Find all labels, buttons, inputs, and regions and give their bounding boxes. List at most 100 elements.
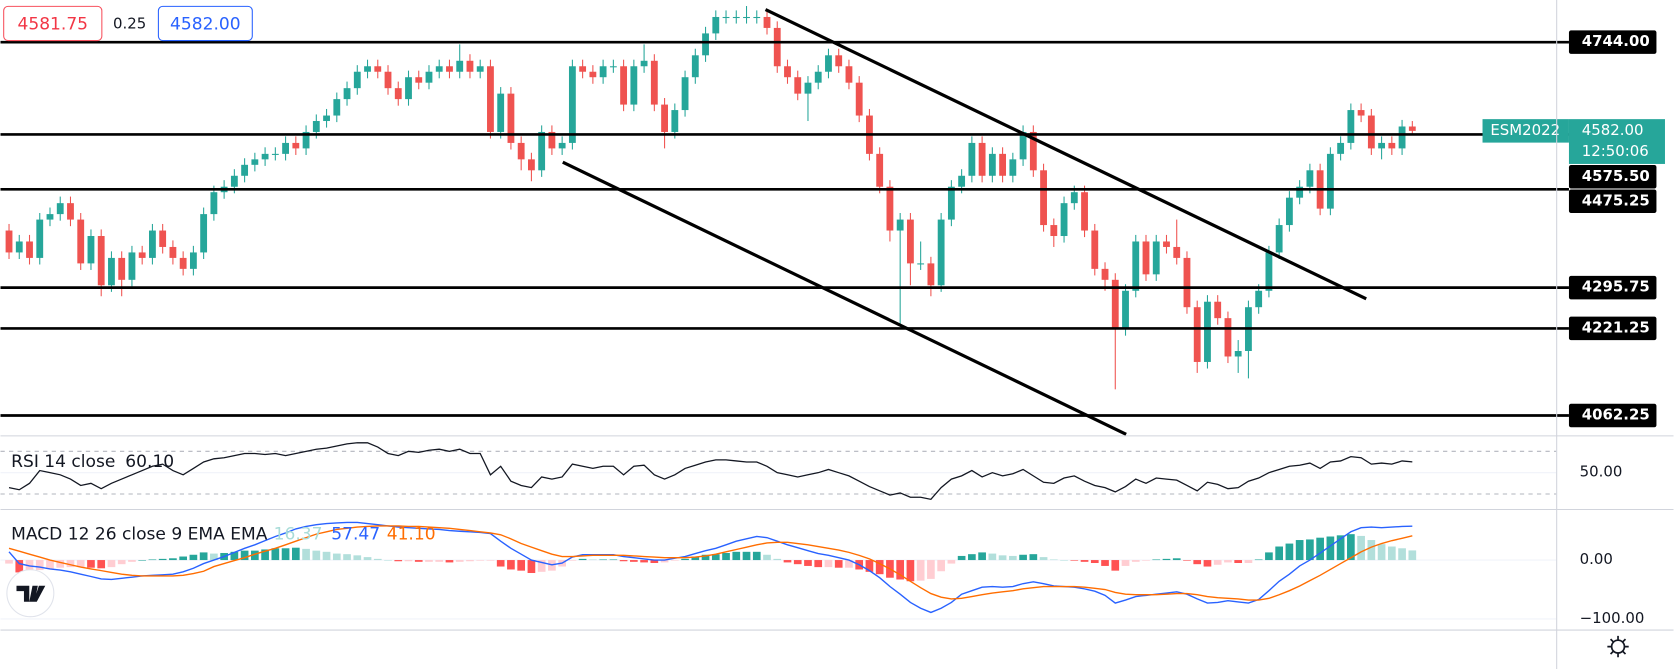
candle-body — [425, 71, 433, 83]
bid-box — [3, 5, 103, 42]
candle-body — [241, 164, 249, 176]
candle-body — [917, 263, 925, 265]
macd-histogram-bar — [179, 556, 187, 561]
macd-histogram-bar — [1213, 560, 1222, 565]
signal-line — [8, 525, 1413, 601]
candle-body — [26, 241, 33, 258]
candle-body — [538, 131, 546, 171]
macd-histogram-bar — [1336, 535, 1345, 561]
macd-histogram-bar — [1131, 560, 1140, 562]
candle-body — [517, 142, 525, 160]
level-label-box — [1568, 189, 1657, 214]
macd-histogram-bar — [630, 560, 638, 562]
macd-histogram-bar — [1357, 535, 1365, 561]
candle-body — [456, 60, 464, 72]
candle-body — [1275, 225, 1283, 253]
candle-body — [1183, 257, 1191, 308]
candle-body — [169, 246, 177, 258]
gear-teeth[interactable] — [1607, 635, 1629, 658]
candle-body — [487, 66, 494, 132]
macd-histogram-bar — [1111, 560, 1120, 571]
macd-histogram-bar — [937, 560, 945, 572]
candle-body — [15, 241, 23, 253]
overlay-layer: ESM2022 4582.00 12:50:06 4744.00 4575.50 4475… — [1482, 30, 1665, 428]
macd-histogram-bar — [1060, 560, 1068, 561]
candle-body — [333, 99, 341, 116]
macd-histogram-bar — [404, 560, 413, 562]
candle-body — [405, 77, 412, 100]
macd-histogram-bar — [742, 551, 751, 561]
candle-body — [855, 82, 863, 116]
macd-histogram-bar — [15, 560, 24, 573]
candle-body — [620, 66, 628, 105]
macd-histogram-bar — [752, 551, 761, 561]
candle-body — [1122, 290, 1129, 330]
candle-body — [446, 66, 453, 72]
candle-body — [271, 153, 279, 155]
candle-body — [435, 66, 443, 72]
macd-histogram-bar — [343, 554, 351, 561]
level-label: 4062.25 — [1582, 405, 1650, 423]
macd-histogram-bar — [988, 553, 997, 561]
macd-histogram-bar — [322, 551, 331, 561]
macd-histogram-bar — [1070, 560, 1079, 561]
candle-body — [77, 219, 85, 264]
candle-body — [1347, 110, 1355, 143]
candle-body — [67, 203, 74, 220]
marks-layer — [0, 6, 1569, 614]
macd-histogram-bar — [1008, 555, 1017, 561]
trend-line — [764, 8, 1367, 301]
candle-body — [1081, 192, 1088, 231]
settings-button[interactable] — [1607, 635, 1629, 658]
macd-histogram-bar — [1306, 539, 1314, 561]
level-label: 4221.25 — [1582, 318, 1650, 336]
macd-histogram-bar — [1203, 560, 1212, 567]
macd-histogram-bar — [507, 560, 515, 570]
macd-histogram-bar — [56, 560, 65, 568]
candle-body — [630, 66, 638, 105]
macd-histogram-bar — [804, 560, 812, 566]
macd-histogram-bar — [332, 553, 341, 561]
macd-histogram-bar — [1326, 536, 1335, 561]
candle-body — [476, 66, 484, 72]
macd-histogram-bar — [865, 560, 874, 572]
candle-body — [364, 66, 371, 72]
macd-hist-value: 16.37 — [274, 525, 323, 545]
candle-body — [906, 219, 914, 264]
ask-price: 4582.00 — [170, 15, 241, 35]
macd-histogram-bar — [1080, 560, 1089, 562]
macd-histogram-bar — [640, 560, 648, 563]
macd-histogram-bar — [537, 560, 546, 572]
candle-body — [579, 66, 587, 72]
macd-histogram-bar — [599, 559, 607, 561]
macd-histogram-bar — [1039, 557, 1048, 561]
candle-body — [599, 66, 607, 78]
candle-body — [394, 88, 402, 100]
macd-histogram-bar — [814, 560, 823, 568]
candle-body — [179, 257, 187, 269]
macd-histogram-bar — [466, 560, 474, 562]
candle-body — [835, 55, 843, 67]
candle-body — [1070, 192, 1078, 204]
last-price-box — [1568, 119, 1665, 164]
macd-histogram-bar — [1387, 546, 1396, 561]
macd-histogram-bar — [1244, 560, 1253, 564]
candle-body — [763, 16, 771, 28]
candle-body — [5, 230, 13, 253]
candle-body — [251, 159, 259, 165]
macd-histogram-bar — [1285, 543, 1294, 561]
candle-body — [947, 186, 955, 220]
candle-body — [712, 16, 720, 34]
macd-histogram-bar — [896, 560, 905, 580]
candle-body — [1408, 126, 1416, 131]
candle-body — [415, 77, 423, 83]
macd-histogram-bar — [998, 555, 1007, 561]
level-label-box — [1568, 275, 1657, 300]
candle-body — [210, 192, 218, 215]
candle-body — [1193, 307, 1201, 362]
candle-body — [261, 153, 269, 160]
candle-body — [149, 230, 156, 258]
candle-body — [230, 175, 238, 187]
candle-body — [1142, 241, 1150, 275]
